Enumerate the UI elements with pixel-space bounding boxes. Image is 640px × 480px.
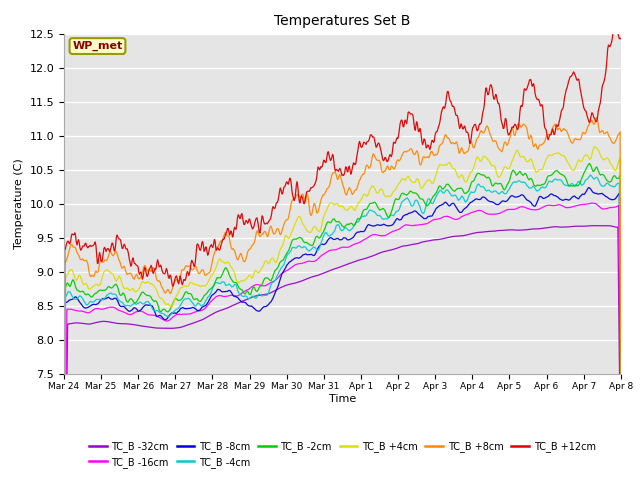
Title: Temperatures Set B: Temperatures Set B	[274, 14, 411, 28]
Text: WP_met: WP_met	[72, 41, 123, 51]
Y-axis label: Temperature (C): Temperature (C)	[14, 158, 24, 250]
Legend: TC_B -32cm, TC_B -16cm, TC_B -8cm, TC_B -4cm, TC_B -2cm, TC_B +4cm, TC_B +8cm, T: TC_B -32cm, TC_B -16cm, TC_B -8cm, TC_B …	[85, 437, 600, 472]
X-axis label: Time: Time	[329, 394, 356, 404]
